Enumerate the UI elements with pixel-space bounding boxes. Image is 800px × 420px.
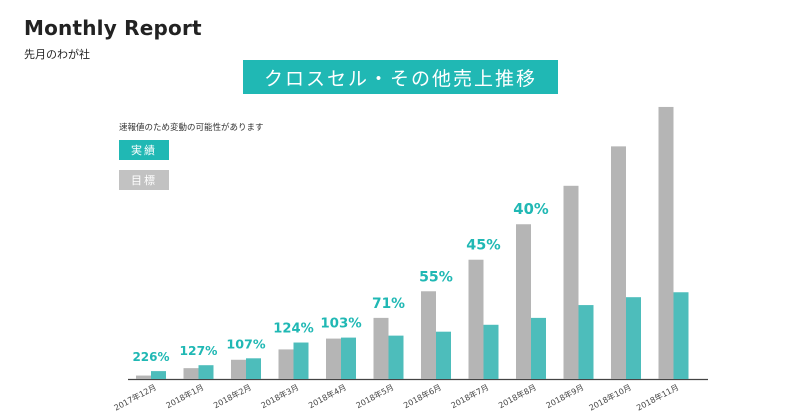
- target-bar: [231, 359, 246, 379]
- x-tick-label: 2018年3月: [259, 382, 300, 410]
- percent-label: 55%: [419, 269, 453, 285]
- x-tick-label: 2018年4月: [307, 382, 348, 410]
- target-bar: [421, 291, 436, 379]
- percent-label: 45%: [466, 238, 500, 254]
- percent-label: 107%: [226, 336, 265, 351]
- actual-bar: [531, 317, 546, 379]
- x-tick-label: 2018年1月: [164, 382, 205, 410]
- actual-bar: [578, 305, 594, 379]
- percent-label: 103%: [320, 317, 361, 332]
- percent-label: 124%: [273, 322, 313, 337]
- target-bar: [373, 317, 389, 379]
- actual-bar: [673, 292, 689, 379]
- target-bar: [658, 106, 674, 379]
- x-tick-label: 2018年7月: [449, 382, 490, 410]
- percent-label: 226%: [132, 350, 169, 364]
- actual-bar: [198, 365, 214, 379]
- x-tick-label: 2018年5月: [354, 382, 395, 410]
- target-bar: [468, 259, 484, 379]
- x-tick-label: 2018年10月: [587, 382, 633, 413]
- target-bar: [183, 368, 199, 379]
- target-bar: [563, 185, 579, 379]
- x-tick-label: 2018年6月: [402, 382, 443, 410]
- x-tick-label: 2017年12月: [112, 382, 158, 413]
- chart-note: 速報値のため変動の可能性があります: [119, 123, 264, 133]
- report-subtitle: 先月のわが社: [24, 48, 90, 61]
- x-tick-label: 2018年9月: [544, 382, 585, 410]
- chart-title: クロスセル・その他売上推移: [243, 60, 558, 94]
- target-bar: [278, 349, 294, 379]
- percent-label: 127%: [180, 344, 218, 358]
- actual-bar: [151, 371, 166, 379]
- legend-actual: 実績: [119, 140, 169, 160]
- percent-label: 71%: [372, 296, 405, 312]
- target-bar: [136, 375, 151, 379]
- x-tick-label: 2018年11月: [635, 382, 681, 413]
- x-tick-label: 2018年2月: [212, 382, 253, 410]
- target-bar: [326, 338, 341, 379]
- percent-label: 40%: [513, 201, 549, 218]
- actual-bar: [483, 324, 499, 379]
- target-bar: [611, 146, 626, 379]
- actual-bar: [341, 337, 356, 379]
- legend-target: 目標: [119, 170, 169, 190]
- actual-bar: [246, 358, 261, 379]
- x-tick-label: 2018年8月: [497, 382, 538, 410]
- actual-bar: [626, 297, 641, 379]
- actual-bar: [293, 342, 309, 379]
- report-title: Monthly Report: [24, 16, 202, 40]
- actual-bar: [388, 335, 404, 379]
- target-bar: [516, 224, 531, 379]
- actual-bar: [436, 331, 451, 379]
